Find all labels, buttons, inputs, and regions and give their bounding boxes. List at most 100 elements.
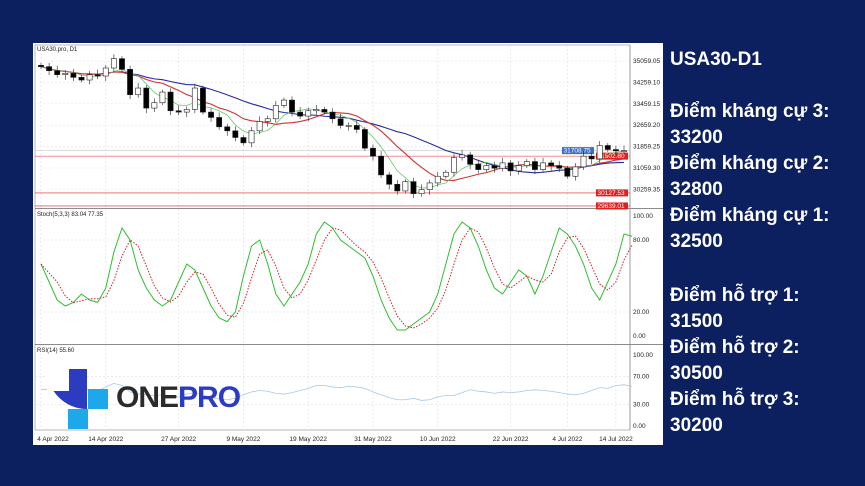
candle-body <box>394 183 401 192</box>
candle-body <box>70 73 77 78</box>
candle-body <box>507 162 514 172</box>
candle-body <box>540 162 546 170</box>
candle-body <box>38 65 44 67</box>
candle <box>588 153 595 164</box>
candle <box>264 115 271 127</box>
rsi-line <box>40 382 633 401</box>
rsi-tick-label: 30.00 <box>633 402 650 409</box>
candle <box>410 177 417 199</box>
candle-body <box>216 117 223 128</box>
candle <box>475 159 482 174</box>
level-label-bg <box>562 147 594 155</box>
candle <box>240 135 247 146</box>
candle <box>540 157 546 173</box>
candle-body <box>62 73 69 75</box>
candle-body <box>402 181 409 192</box>
x-tick-label: 14 Jul 2022 <box>599 436 633 443</box>
candle <box>426 179 433 195</box>
candle <box>564 165 571 179</box>
candle <box>394 179 401 195</box>
x-tick-label: 31 May 2022 <box>354 436 392 443</box>
logo-text-pro: PRO <box>178 381 241 414</box>
candle <box>62 70 69 80</box>
candle <box>580 151 587 170</box>
candle-body <box>208 111 214 118</box>
resistance-1-value: 32500 <box>670 231 723 252</box>
candle-body <box>426 182 433 190</box>
price-title: USA30.pro, D1 <box>37 47 78 53</box>
candle <box>556 161 563 172</box>
candle-body <box>78 77 85 81</box>
candle <box>370 144 376 161</box>
resistance-3-label: Điểm kháng cự 3: <box>670 101 830 122</box>
logo-mark-icon <box>46 367 108 431</box>
candle-body <box>523 161 530 166</box>
level-label-bg <box>596 189 628 197</box>
candle <box>191 83 198 114</box>
candle-body <box>151 102 158 109</box>
candle <box>135 82 142 98</box>
candle-body <box>621 150 627 152</box>
candle <box>321 107 328 115</box>
candle <box>442 169 449 179</box>
side-title: USA30-D1 <box>670 49 762 70</box>
resistance-3-value: 33200 <box>670 127 723 148</box>
y-tick-label: 32659.20 <box>633 122 660 129</box>
candle-body <box>556 165 563 169</box>
rsi-tick-label: 100.00 <box>633 352 653 359</box>
candle <box>532 157 538 174</box>
support-list: Điểm hỗ trợ 1: 31500 Điểm hỗ trợ 2: 3050… <box>670 283 800 439</box>
x-tick-label: 4 Jul 2022 <box>552 436 582 443</box>
candle-body <box>353 125 360 130</box>
stoch-tick-label: 0.00 <box>633 333 646 340</box>
x-tick-label: 9 May 2022 <box>226 436 260 443</box>
rsi-title: RSI(14) 55.60 <box>37 348 75 354</box>
resistance-1-label: Điểm kháng cự 1: <box>670 205 830 226</box>
candle-body <box>459 154 465 158</box>
candle-body <box>256 121 263 132</box>
candle <box>329 108 336 124</box>
candle-body <box>321 109 328 113</box>
y-tick-label: 31859.25 <box>633 144 660 151</box>
candle <box>143 84 150 114</box>
candle-body <box>499 162 506 169</box>
candle <box>167 88 174 116</box>
candle-body <box>410 181 417 194</box>
x-tick-label: 4 Apr 2022 <box>37 436 69 443</box>
candle-body <box>240 137 247 144</box>
candle-body <box>313 109 320 112</box>
x-tick-label: 10 Jun 2022 <box>420 436 456 443</box>
y-tick-label: 33459.15 <box>633 101 660 108</box>
candle <box>216 112 223 130</box>
rsi-tick-label: 70.00 <box>633 373 650 380</box>
candle-body <box>135 87 142 96</box>
candle <box>467 151 474 170</box>
candle-body <box>475 163 482 170</box>
candle-body <box>224 126 231 132</box>
candle <box>110 54 117 72</box>
candle-body <box>143 87 150 109</box>
candle-body <box>297 111 304 117</box>
resistance-2-label: Điểm kháng cự 2: <box>670 153 830 174</box>
candle <box>200 85 206 115</box>
onepro-logo: ONEPRO <box>46 367 266 431</box>
candle-body <box>289 99 295 113</box>
logo-text-one: ONE <box>116 381 179 414</box>
candle-body <box>329 111 336 120</box>
level-label: 31502.80 <box>598 153 625 160</box>
candle <box>434 171 441 187</box>
candle <box>119 56 125 72</box>
level-label: 31708.75 <box>564 148 591 155</box>
candle <box>353 121 360 134</box>
candle <box>345 122 352 131</box>
candle-body <box>418 189 425 194</box>
candle-body <box>102 67 109 77</box>
candle <box>337 113 344 129</box>
candle-body <box>167 91 174 112</box>
candle <box>86 70 93 85</box>
candle-body <box>378 155 384 176</box>
level-label: 30127.53 <box>598 190 625 197</box>
candle <box>402 179 409 194</box>
y-tick-label: 30259.35 <box>633 186 660 193</box>
candle-body <box>515 165 522 172</box>
